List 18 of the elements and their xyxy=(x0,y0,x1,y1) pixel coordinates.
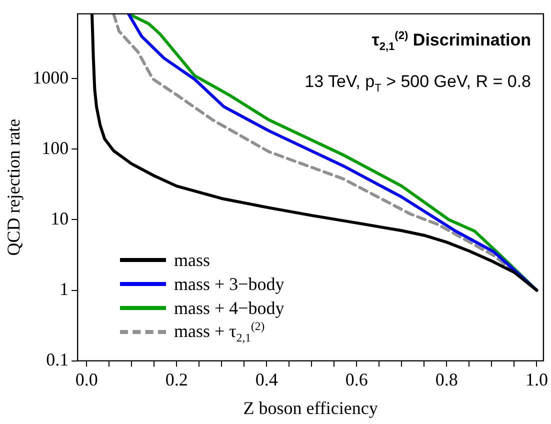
y-tick-label: 1 xyxy=(60,278,69,299)
legend-label: mass xyxy=(174,250,210,270)
x-tick-label: 0.8 xyxy=(435,369,458,390)
y-axis-title: QCD rejection rate xyxy=(4,118,24,256)
y-tick-label: 1000 xyxy=(32,67,69,88)
y-tick-label: 10 xyxy=(50,208,69,228)
x-axis-title: Z boson efficiency xyxy=(243,398,378,418)
x-tick-label: 0.6 xyxy=(345,369,368,390)
x-tick-label: 1.0 xyxy=(525,369,548,390)
legend-label: mass + 4−body xyxy=(174,298,284,318)
x-tick-label: 0.2 xyxy=(165,369,188,390)
legend-label: mass + 3−body xyxy=(174,274,284,294)
y-tick-label: 100 xyxy=(42,138,69,158)
text: τ$_{2,1}$$^{(2)}$ Discrimination xyxy=(372,30,531,54)
x-tick-label: 0.0 xyxy=(75,369,98,390)
text: 13 TeV, p$_{T}$ > 500 GeV, R = 0.8 xyxy=(304,72,531,94)
y-tick-label: 0.1 xyxy=(46,350,69,370)
x-tick-label: 0.4 xyxy=(255,369,278,390)
